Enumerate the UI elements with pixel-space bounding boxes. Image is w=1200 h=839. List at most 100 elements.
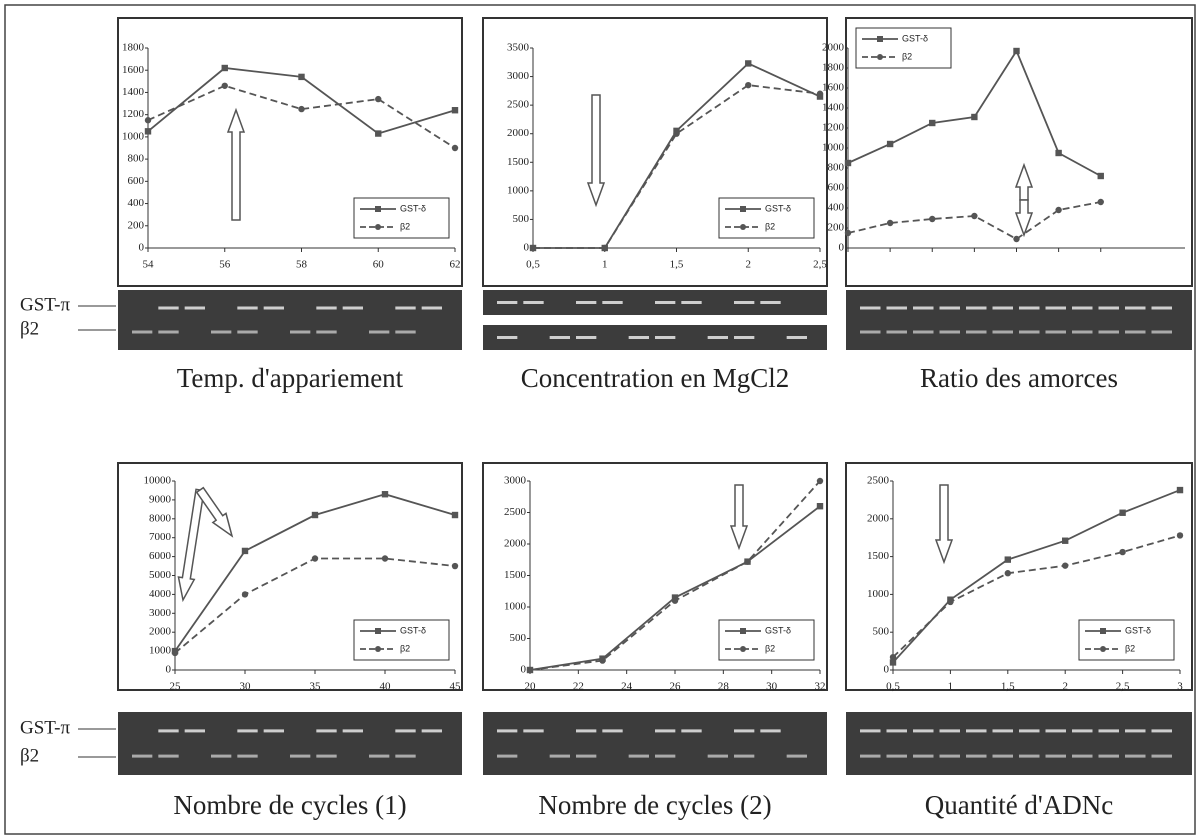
marker [740,628,746,634]
gel-band [158,306,179,310]
gel-band [655,754,676,758]
marker [816,503,824,510]
gel-band [158,729,179,733]
arrow [195,486,234,538]
series-line [892,534,1181,658]
y-tick-label: 2000 [822,42,845,54]
gel-band [237,754,258,758]
gel-band [497,729,518,733]
gel-band [1072,754,1093,758]
gel-band [184,306,205,310]
gel-band [1125,330,1146,334]
arrow [226,107,246,221]
marker [947,598,954,606]
chart-frame [117,17,463,287]
gel-band [1125,754,1146,758]
marker [1062,562,1069,569]
gel-band [1045,729,1066,733]
gel-band [966,306,987,310]
series-line [147,84,456,149]
gel-band [786,754,807,758]
x-tick-label: 35 [310,681,322,693]
y-tick-label: 600 [828,182,845,194]
x-tick-label: 0,5 [886,681,900,693]
gel-band [1019,729,1040,733]
y-tick-label: 4000 [149,588,172,600]
gel-label: GST-π [20,294,70,315]
legend-label: β2 [765,221,775,231]
y-tick-label: 2000 [149,626,172,638]
marker [929,215,936,223]
gel-band [1019,754,1040,758]
gel-band [939,330,960,334]
y-tick-label: 2500 [504,506,527,518]
legend-box [1078,619,1175,661]
gel-band [734,336,755,339]
gel-band [395,306,416,310]
x-tick-label: 3 [1177,681,1183,693]
marker [375,130,382,137]
marker [451,511,459,519]
marker [1176,532,1184,539]
gel-image [118,712,462,775]
x-tick-label: 2 [1062,681,1068,693]
gel-band [158,754,179,758]
legend-label: GST-δ [902,33,928,43]
gel-band [992,306,1013,310]
y-tick-label: 9000 [149,493,172,505]
x-tick-label: 20 [525,681,537,693]
y-tick-label: 1200 [122,108,145,120]
gel-band [913,306,934,310]
marker [1097,172,1104,180]
legend-label: GST-δ [765,625,791,635]
gel-band [966,729,987,733]
arrow [586,94,606,208]
gel-band [655,336,676,339]
gel-band [290,330,311,334]
gel-band [913,754,934,758]
gel-image [846,712,1192,775]
gel-band [992,729,1013,733]
gel-band [707,754,728,758]
gel-band [860,306,881,310]
y-tick-label: 0 [884,664,890,676]
y-tick-label: 200 [128,219,145,231]
gel-band [992,754,1013,758]
gel-band [734,729,755,733]
marker [1119,509,1126,516]
marker [1100,628,1106,634]
marker [844,159,852,167]
gel-band [395,754,416,758]
x-tick-label: 2,5 [1116,681,1130,693]
marker [877,36,883,42]
marker [889,659,897,666]
gel-band [628,336,649,339]
gel-band [655,301,676,304]
y-tick-label: 1000 [507,184,530,196]
x-tick-label: 1 [602,259,608,271]
gel-band [369,330,390,334]
y-tick-label: 800 [128,153,145,165]
gel-band [497,336,518,339]
x-tick-label: 22 [573,681,584,693]
legend-label: β2 [400,643,410,653]
gel-band [211,754,232,758]
y-tick-label: 400 [128,197,145,209]
gel-band [316,729,337,733]
y-tick-label: 2500 [507,99,530,111]
gel-band [316,306,337,310]
gel-band [497,301,518,304]
x-tick-label: 1,5 [670,259,684,271]
gel-band [860,754,881,758]
y-tick-label: 1000 [122,130,145,142]
marker [451,562,459,570]
gel-band [939,306,960,310]
marker [375,95,382,103]
marker [144,117,152,124]
marker [298,105,305,113]
y-tick-label: 3500 [507,42,530,54]
gel-band [369,754,390,758]
marker [971,113,978,121]
marker [740,646,746,652]
marker [241,591,249,598]
